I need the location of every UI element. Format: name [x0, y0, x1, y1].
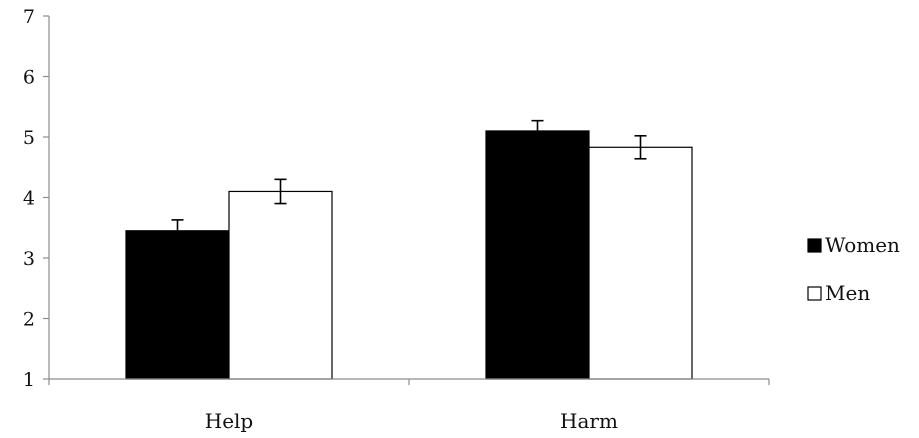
- y-tick-label: 7: [23, 6, 35, 28]
- legend: Women Men: [807, 233, 900, 305]
- y-tick-label: 2: [23, 309, 35, 331]
- error-bar: [531, 119, 544, 143]
- legend-swatch: [807, 286, 822, 301]
- y-tick-label: 4: [23, 188, 35, 210]
- legend-item-women: Women: [807, 233, 900, 257]
- legend-label: Women: [825, 233, 900, 257]
- x-category-label: Harm: [560, 409, 618, 433]
- x-category-label: Help: [205, 409, 253, 433]
- legend-swatch: [807, 238, 822, 253]
- error-bars: [171, 119, 647, 243]
- y-tick-label: 6: [23, 67, 35, 89]
- bar-women-harm: [485, 130, 590, 380]
- y-tick-label: 3: [23, 248, 35, 270]
- legend-label: Men: [825, 281, 870, 305]
- bars: [125, 130, 693, 380]
- y-axis: 1 2 3 4 5 6 7: [23, 6, 50, 391]
- error-bar: [274, 178, 287, 205]
- bar-women-help: [125, 230, 230, 380]
- bar-men-harm: [588, 146, 693, 380]
- error-bar: [634, 134, 647, 160]
- y-tick-label: 1: [23, 369, 35, 391]
- y-tick-label: 5: [23, 127, 35, 149]
- bar-men-help: [228, 190, 333, 380]
- x-axis: Help Harm: [48, 378, 770, 433]
- legend-item-men: Men: [807, 281, 870, 305]
- error-bar: [171, 219, 184, 243]
